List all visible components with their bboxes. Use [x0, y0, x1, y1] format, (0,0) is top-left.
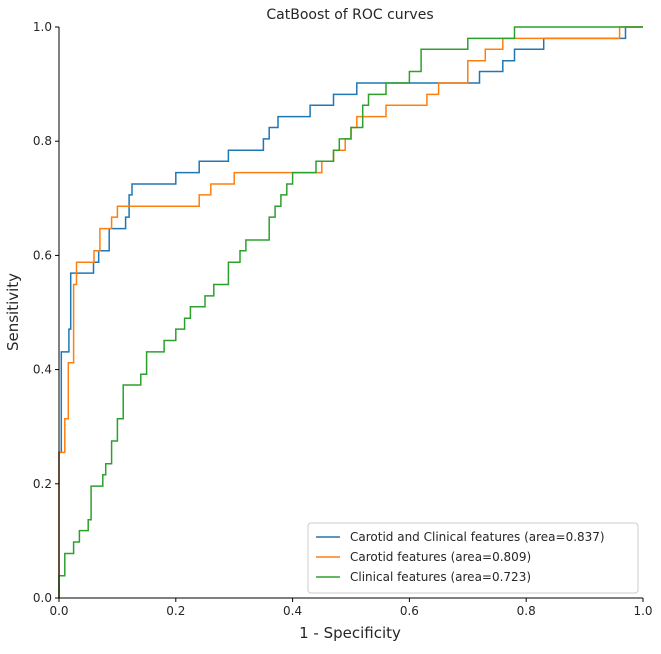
y-ticks: 0.0 0.2 0.4 0.6 0.8 1.0: [33, 20, 59, 605]
x-tick-label: 0.0: [49, 604, 68, 618]
chart-title: CatBoost of ROC curves: [266, 7, 433, 23]
y-tick-label: 1.0: [33, 20, 52, 34]
series-line-1: [58, 26, 643, 598]
legend-label: Carotid and Clinical features (area=0.83…: [350, 530, 605, 544]
legend-label: Carotid features (area=0.809): [350, 550, 531, 564]
series-line-2: [58, 26, 643, 598]
x-tick-label: 0.2: [166, 604, 185, 618]
series-line-3: [58, 26, 643, 598]
x-tick-label: 0.6: [400, 604, 419, 618]
y-tick-label: 0.8: [33, 134, 52, 148]
y-tick-label: 0.4: [33, 363, 52, 377]
x-axis-label: 1 - Specificity: [299, 624, 401, 642]
x-tick-label: 0.8: [517, 604, 536, 618]
x-ticks: 0.0 0.2 0.4 0.6 0.8 1.0: [49, 598, 653, 618]
series-group: [58, 26, 643, 598]
legend: Carotid and Clinical features (area=0.83…: [307, 522, 639, 594]
x-tick-label: 0.4: [283, 604, 302, 618]
y-axis-label: Sensitivity: [4, 273, 22, 351]
x-tick-label: 1.0: [633, 604, 652, 618]
y-tick-label: 0.2: [33, 477, 52, 491]
y-tick-label: 0.0: [33, 591, 52, 605]
legend-box: [307, 522, 639, 594]
legend-label: Clinical features (area=0.723): [350, 570, 531, 584]
y-tick-label: 0.6: [33, 248, 52, 262]
